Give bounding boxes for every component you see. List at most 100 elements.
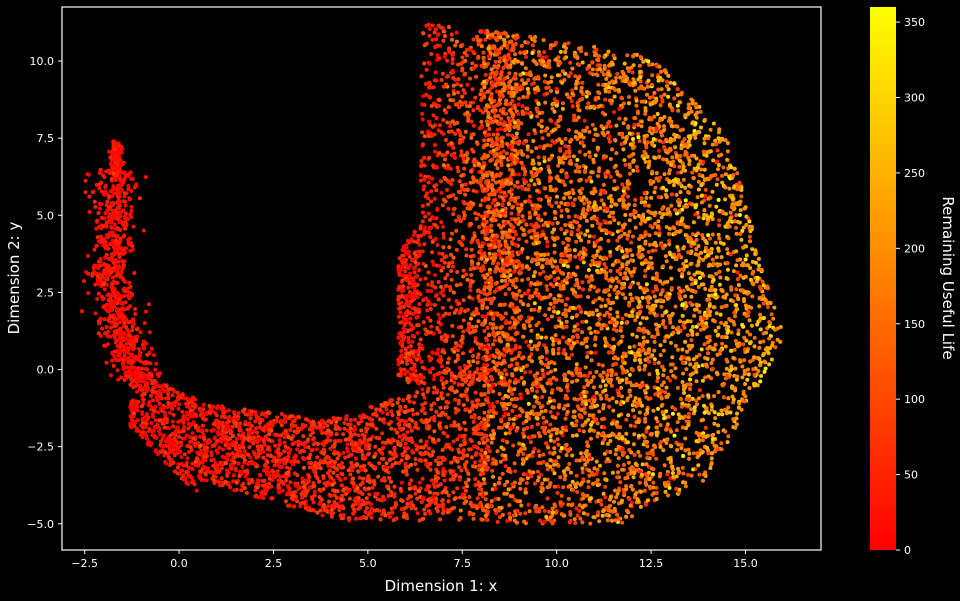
scatter-point: [446, 206, 451, 211]
scatter-point: [137, 429, 142, 434]
scatter-point: [611, 408, 616, 413]
scatter-point: [185, 456, 190, 461]
scatter-point: [311, 481, 316, 485]
scatter-point: [450, 334, 455, 339]
scatter-point: [655, 368, 660, 373]
scatter-point: [222, 436, 227, 441]
scatter-point: [443, 412, 448, 417]
scatter-point: [351, 481, 356, 486]
scatter-point: [426, 270, 431, 275]
scatter-point: [140, 420, 145, 425]
scatter-point: [539, 335, 544, 340]
scatter-point: [278, 433, 283, 438]
scatter-point: [474, 307, 479, 311]
scatter-point: [96, 319, 101, 324]
scatter-point: [121, 160, 126, 165]
scatter-point: [478, 422, 482, 427]
scatter-point: [243, 420, 248, 424]
scatter-point: [417, 480, 422, 485]
scatter-point: [269, 484, 274, 489]
scatter-point: [232, 420, 237, 425]
scatter-point: [168, 433, 173, 438]
scatter-point: [145, 352, 150, 357]
scatter-point: [476, 104, 480, 109]
scatter-point: [151, 398, 155, 403]
scatter-point: [411, 368, 416, 373]
scatter-point: [465, 277, 470, 282]
scatter-point: [177, 462, 182, 467]
scatter-point: [449, 32, 454, 37]
scatter-point: [507, 250, 511, 255]
scatter-point: [266, 445, 271, 450]
scatter-point: [346, 428, 350, 433]
scatter-point: [149, 421, 154, 426]
scatter-point: [86, 291, 91, 296]
scatter-point: [330, 482, 335, 487]
scatter-point: [513, 148, 518, 153]
scatter-point: [440, 203, 445, 208]
scatter-point: [449, 423, 454, 428]
scatter-point: [551, 305, 556, 310]
scatter-point: [472, 413, 477, 418]
scatter-point: [411, 233, 416, 238]
scatter-point: [491, 132, 496, 137]
scatter-point: [427, 484, 432, 489]
scatter-point: [321, 474, 326, 479]
scatter-point: [400, 253, 405, 258]
scatter-point: [626, 413, 631, 418]
scatter-point: [100, 326, 105, 331]
scatter-point: [387, 440, 392, 444]
scatter-point: [451, 83, 456, 88]
scatter-point: [688, 362, 693, 367]
scatter-point: [477, 487, 481, 492]
scatter-point: [452, 91, 456, 96]
scatter-point: [446, 442, 451, 447]
scatter-point: [114, 234, 119, 239]
scatter-point: [434, 506, 439, 511]
scatter-point: [400, 499, 405, 503]
scatter-point: [207, 440, 212, 444]
scatter-point: [113, 208, 118, 213]
scatter-point: [391, 438, 396, 443]
scatter-point: [95, 279, 100, 284]
scatter-point: [497, 244, 502, 249]
scatter-point: [298, 485, 303, 490]
scatter-point: [121, 335, 126, 340]
scatter-point: [526, 502, 531, 507]
scatter-point: [476, 311, 481, 316]
scatter-point: [211, 404, 216, 409]
scatter-point: [309, 426, 314, 431]
scatter-point: [367, 443, 372, 448]
scatter-point: [95, 219, 99, 224]
scatter-point: [182, 396, 187, 401]
scatter-point: [440, 349, 445, 354]
scatter-point: [475, 402, 480, 407]
scatter-point: [431, 437, 436, 442]
scatter-point: [187, 465, 192, 470]
scatter-point: [258, 420, 262, 425]
scatter-point: [427, 418, 431, 423]
scatter-point: [108, 213, 113, 218]
scatter-point: [147, 399, 152, 404]
scatter-point: [462, 501, 467, 506]
scatter-point: [443, 177, 448, 181]
scatter-point: [412, 364, 417, 369]
scatter-point: [767, 362, 772, 367]
scatter-point: [147, 330, 152, 335]
scatter-point: [349, 452, 354, 457]
scatter-point: [416, 314, 421, 319]
scatter-point: [607, 404, 612, 409]
scatter-point: [301, 434, 306, 439]
scatter-point: [319, 428, 324, 433]
scatter-point: [121, 363, 126, 368]
scatter-point: [129, 188, 134, 193]
scatter-point: [478, 203, 483, 208]
scatter-point: [312, 493, 317, 498]
scatter-point: [437, 263, 442, 268]
scatter-point: [461, 448, 466, 453]
scatter-point: [474, 324, 479, 329]
scatter-point: [418, 226, 423, 231]
scatter-point: [471, 464, 476, 469]
scatter-point: [505, 282, 509, 287]
scatter-point: [311, 508, 316, 513]
